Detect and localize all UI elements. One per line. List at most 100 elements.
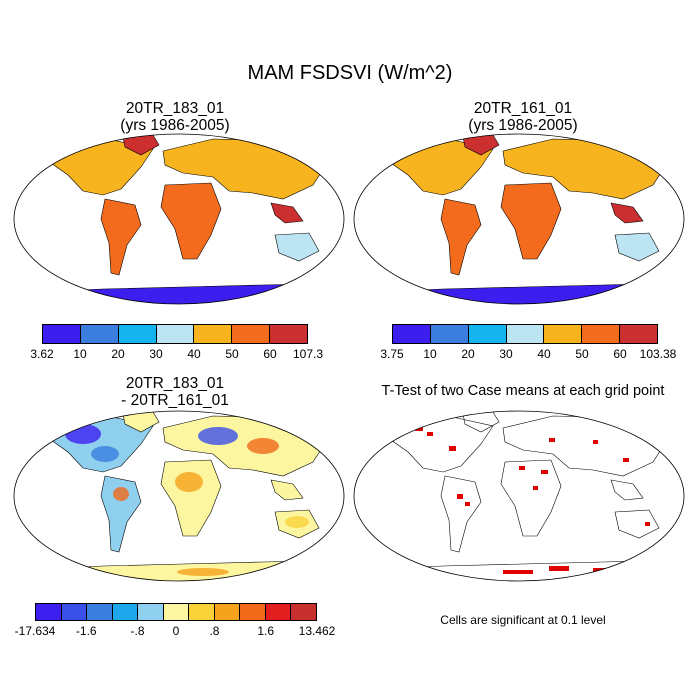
southeast-asia bbox=[270, 479, 304, 501]
colorbar-top-left bbox=[42, 324, 308, 344]
colorbar-segment bbox=[214, 604, 241, 620]
colorbar-segment bbox=[118, 325, 157, 343]
colorbar-tick-label: 20 bbox=[111, 347, 125, 361]
colorbar-segment bbox=[582, 325, 621, 343]
colorbar-segment bbox=[430, 325, 469, 343]
colorbar-segment bbox=[61, 604, 88, 620]
panel-title-line1: 20TR_183_01 bbox=[125, 375, 225, 392]
map-top-left bbox=[13, 133, 345, 305]
colorbar-segment bbox=[189, 604, 215, 620]
colorbar-tick-label: 3.75 bbox=[380, 347, 404, 361]
colorbar-segment bbox=[36, 604, 62, 620]
sig-cell bbox=[457, 494, 463, 499]
colorbar-segment bbox=[544, 325, 583, 343]
panel-title-bottom-left: 20TR_183_01 - 20TR_161_01 bbox=[5, 375, 345, 409]
colorbar-segment bbox=[80, 325, 119, 343]
colorbar-tick-label: -.8 bbox=[130, 624, 145, 638]
patch-north-america-light bbox=[91, 446, 119, 462]
panel-title-line2: (yrs 1986-2005) bbox=[120, 117, 230, 134]
significance-note: Cells are significant at 0.1 level bbox=[440, 613, 606, 627]
sig-cell bbox=[449, 446, 456, 451]
north-america bbox=[382, 415, 494, 473]
figure-title: MAM FSDSVI (W/m^2) bbox=[247, 62, 453, 84]
south-america bbox=[100, 198, 142, 276]
colorbar-tick-label: 60 bbox=[263, 347, 277, 361]
colorbar-tick-label: -17.634 bbox=[14, 624, 56, 638]
south-america bbox=[440, 475, 482, 553]
patch-eurasia-red bbox=[247, 438, 279, 454]
patch-antarctica-orange bbox=[177, 568, 229, 576]
southeast-asia bbox=[610, 479, 644, 501]
colorbar-tick-label: .8 bbox=[209, 624, 220, 638]
colorbar-segment bbox=[194, 325, 233, 343]
colorbar-segment bbox=[232, 325, 271, 343]
colorbar-tick-label: -1.6 bbox=[75, 624, 97, 638]
colorbar-top-right bbox=[392, 324, 658, 344]
sig-cell bbox=[533, 486, 538, 490]
sig-cell bbox=[623, 458, 629, 462]
colorbar-tick-label: 13.462 bbox=[298, 624, 336, 638]
colorbar-segment bbox=[468, 325, 507, 343]
colorbar-segment bbox=[43, 325, 81, 343]
sig-cell bbox=[645, 522, 650, 526]
colorbar-segment bbox=[270, 325, 308, 343]
panel-title-top-left: 20TR_183_01 (yrs 1986-2005) bbox=[5, 100, 345, 134]
colorbar-ticks-bottom-left: -17.634 -1.6 -.8 0 .8 1.6 13.462 bbox=[15, 624, 336, 638]
colorbar-segment bbox=[112, 604, 139, 620]
map-bottom-left bbox=[13, 410, 345, 582]
africa bbox=[500, 459, 562, 537]
australia bbox=[274, 232, 320, 262]
australia bbox=[614, 509, 660, 539]
colorbar-tick-label: 60 bbox=[613, 347, 627, 361]
significance-cells bbox=[415, 426, 650, 574]
sig-cell bbox=[465, 502, 470, 506]
sig-cell bbox=[549, 566, 569, 571]
colorbar-segment bbox=[620, 325, 658, 343]
colorbar-tick-label: 0 bbox=[172, 624, 180, 638]
colorbar-segment bbox=[393, 325, 431, 343]
colorbar-tick-label: 30 bbox=[149, 347, 163, 361]
patch-africa-red bbox=[175, 472, 203, 492]
africa bbox=[500, 182, 562, 260]
colorbar-segment bbox=[291, 604, 317, 620]
sig-cell bbox=[549, 438, 555, 442]
sig-cell bbox=[593, 440, 598, 444]
colorbar-tick-label: 1.6 bbox=[257, 624, 275, 638]
map-bottom-right bbox=[353, 410, 685, 582]
colorbar-ticks-top-left: 3.62 10 20 30 40 50 60 107.3 bbox=[30, 347, 323, 361]
panel-title-bottom-right: T-Test of two Case means at each grid po… bbox=[381, 383, 665, 399]
sig-cell bbox=[541, 470, 548, 474]
colorbar-tick-label: 107.3 bbox=[292, 347, 324, 361]
patch-eurasia-blue bbox=[198, 427, 238, 445]
panel-title-line1: 20TR_161_01 bbox=[473, 100, 573, 117]
sig-cell bbox=[519, 466, 525, 470]
colorbar-segment bbox=[156, 325, 195, 343]
colorbar-tick-label: 20 bbox=[461, 347, 475, 361]
colorbar-tick-label: 103.38 bbox=[639, 347, 677, 361]
australia bbox=[614, 232, 660, 262]
southeast-asia bbox=[610, 202, 644, 224]
difference-patches bbox=[65, 424, 309, 576]
colorbar-segment bbox=[138, 604, 164, 620]
panel-title-line2: (yrs 1986-2005) bbox=[468, 117, 578, 134]
colorbar-tick-label: 10 bbox=[423, 347, 437, 361]
patch-south-america-red bbox=[113, 487, 129, 501]
colorbar-tick-label: 50 bbox=[225, 347, 239, 361]
colorbar-tick-label: 40 bbox=[537, 347, 551, 361]
panel-title-line2: - 20TR_161_01 bbox=[121, 392, 229, 409]
colorbar-segment bbox=[163, 604, 190, 620]
sig-cell bbox=[503, 570, 533, 574]
south-america bbox=[440, 198, 482, 276]
colorbar-bottom-left bbox=[35, 603, 317, 621]
colorbar-ticks-top-right: 3.75 10 20 30 40 50 60 103.38 bbox=[380, 347, 676, 361]
colorbar-segment bbox=[506, 325, 545, 343]
colorbar-segment bbox=[265, 604, 292, 620]
patch-australia-orange bbox=[285, 516, 309, 528]
colorbar-tick-label: 40 bbox=[187, 347, 201, 361]
africa bbox=[160, 182, 222, 260]
colorbar-tick-label: 3.62 bbox=[30, 347, 54, 361]
colorbar-segment bbox=[240, 604, 266, 620]
colorbar-tick-label: 50 bbox=[575, 347, 589, 361]
colorbar-segment bbox=[87, 604, 113, 620]
panel-title-line1: 20TR_183_01 bbox=[125, 100, 225, 117]
